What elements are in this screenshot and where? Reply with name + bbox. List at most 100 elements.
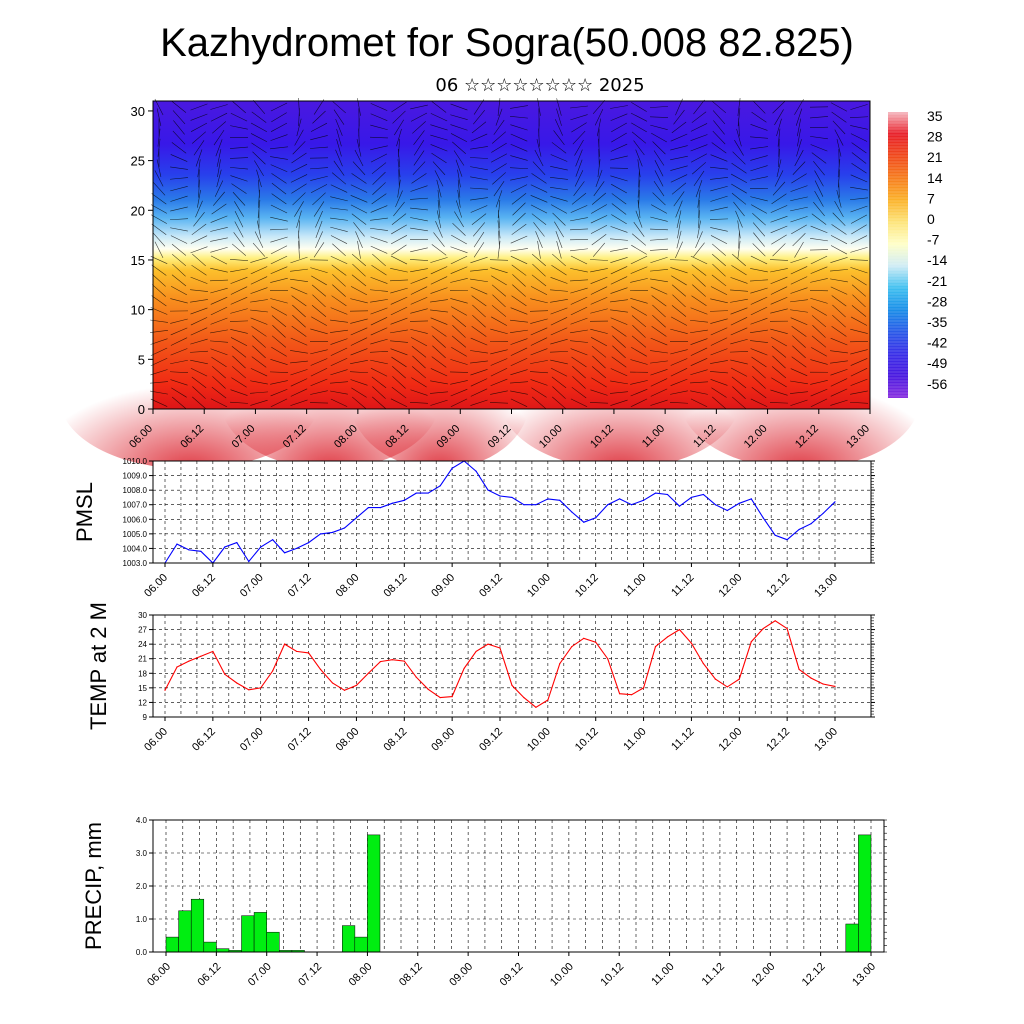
wind-arrow xyxy=(290,268,308,272)
wind-arrow xyxy=(850,316,868,326)
wind-arrow xyxy=(534,149,544,167)
wind-arrow xyxy=(270,216,288,222)
wind-arrow xyxy=(738,118,740,137)
wind-arrow xyxy=(751,111,767,123)
pmsl-data-point xyxy=(642,499,645,501)
wind-arrow xyxy=(170,186,188,192)
wind-arrow xyxy=(830,286,848,295)
wind-arrow xyxy=(371,376,387,389)
temp-data-point xyxy=(439,696,441,699)
wind-arrow xyxy=(650,286,668,295)
wind-arrow xyxy=(770,328,788,335)
wind-arrow xyxy=(294,201,304,217)
wind-arrow xyxy=(296,210,302,228)
wind-arrow xyxy=(310,368,328,377)
wind-arrow xyxy=(230,276,248,284)
wind-arrow xyxy=(290,360,308,364)
wind-arrow xyxy=(510,381,528,384)
wind-arrow xyxy=(230,125,248,130)
wind-arrow xyxy=(731,265,747,276)
wind-arrow xyxy=(710,371,728,374)
wind-arrow xyxy=(372,396,386,409)
heatmap-y-tick-label: 10 xyxy=(131,303,145,318)
wind-arrow xyxy=(270,134,288,141)
wind-arrow xyxy=(814,180,824,197)
wind-arrow xyxy=(298,230,300,249)
wind-arrow xyxy=(653,150,665,166)
wind-arrow xyxy=(691,111,707,123)
wind-arrow xyxy=(710,195,728,202)
wind-arrow xyxy=(192,386,206,399)
wind-arrow xyxy=(190,367,208,377)
heatmap-y-tick-label: 30 xyxy=(131,104,145,119)
temp-y-tick-label: 24 xyxy=(138,640,147,649)
precipitation-panel: 0.0 1.0 2.0 3.0 4.0 06.00 06.12 07.00 07.12 08.00… xyxy=(81,816,887,989)
pmsl-data-point xyxy=(678,505,681,507)
wind-arrow xyxy=(392,376,406,389)
wind-arrow xyxy=(610,287,628,294)
wind-arrow xyxy=(210,287,228,294)
wind-arrow xyxy=(610,175,628,182)
wind-arrow xyxy=(711,142,727,154)
wind-arrow xyxy=(190,122,208,132)
wind-arrow xyxy=(635,210,643,228)
wind-arrow xyxy=(610,391,628,394)
wind-arrow xyxy=(270,277,288,283)
temp-data-point xyxy=(834,685,836,688)
wind-arrow xyxy=(270,122,288,132)
wind-arrow xyxy=(451,335,467,348)
wind-arrow xyxy=(690,329,708,334)
wind-arrow xyxy=(370,299,388,303)
wind-arrow xyxy=(570,255,588,265)
temp-data-point xyxy=(415,676,417,678)
wind-arrow xyxy=(712,396,726,409)
pmsl-data-point xyxy=(834,501,836,503)
wind-arrow xyxy=(830,388,848,397)
wind-arrow xyxy=(231,377,247,388)
colorbar-tick-label: 7 xyxy=(927,190,935,206)
wind-arrow xyxy=(851,275,867,286)
wind-arrow xyxy=(796,118,802,137)
pmsl-data-point xyxy=(367,507,369,509)
wind-arrow xyxy=(209,279,229,282)
wind-arrow xyxy=(770,268,788,273)
precip-x-tick-label: 06.12 xyxy=(196,961,224,989)
pmsl-data-point xyxy=(307,542,310,544)
wind-arrow xyxy=(690,358,708,366)
wind-arrow xyxy=(232,355,246,369)
pmsl-data-point xyxy=(798,528,800,531)
wind-arrow xyxy=(370,289,388,292)
wind-arrow xyxy=(396,128,402,147)
wind-arrow xyxy=(330,381,348,384)
colorbar: 35 28 21 14 7 0 -7 -14 -21 -28 -35 -42 -49 -56 xyxy=(888,108,947,398)
wind-arrow xyxy=(670,328,688,334)
wind-arrow xyxy=(471,213,487,225)
pmsl-data-point xyxy=(176,543,178,545)
wind-arrow xyxy=(575,149,583,167)
heatmap-y-tick-label: 25 xyxy=(131,154,145,169)
pmsl-data-point xyxy=(439,485,441,487)
wind-arrow xyxy=(430,276,448,285)
pmsl-data-point xyxy=(714,504,716,506)
wind-arrow xyxy=(690,144,708,152)
wind-arrow xyxy=(170,298,188,304)
wind-arrow xyxy=(850,328,868,334)
temp-x-tick-label: 10.12 xyxy=(573,726,601,754)
wind-arrow xyxy=(710,206,728,212)
wind-arrow xyxy=(512,274,526,287)
precip-x-tick-label: 08.12 xyxy=(397,961,425,989)
wind-arrow xyxy=(210,306,228,316)
wind-arrow xyxy=(676,210,682,229)
wind-arrow xyxy=(530,379,548,386)
wind-arrow xyxy=(530,286,548,296)
wind-arrow xyxy=(451,306,467,316)
pmsl-data-point xyxy=(822,512,824,515)
wind-arrow xyxy=(397,159,401,178)
wind-arrow xyxy=(350,379,368,386)
wind-arrow xyxy=(750,136,768,139)
wind-arrow xyxy=(250,368,268,377)
wind-arrow xyxy=(850,174,868,183)
wind-arrow xyxy=(170,359,188,365)
wind-arrow xyxy=(210,398,228,408)
wind-arrow xyxy=(790,309,808,313)
